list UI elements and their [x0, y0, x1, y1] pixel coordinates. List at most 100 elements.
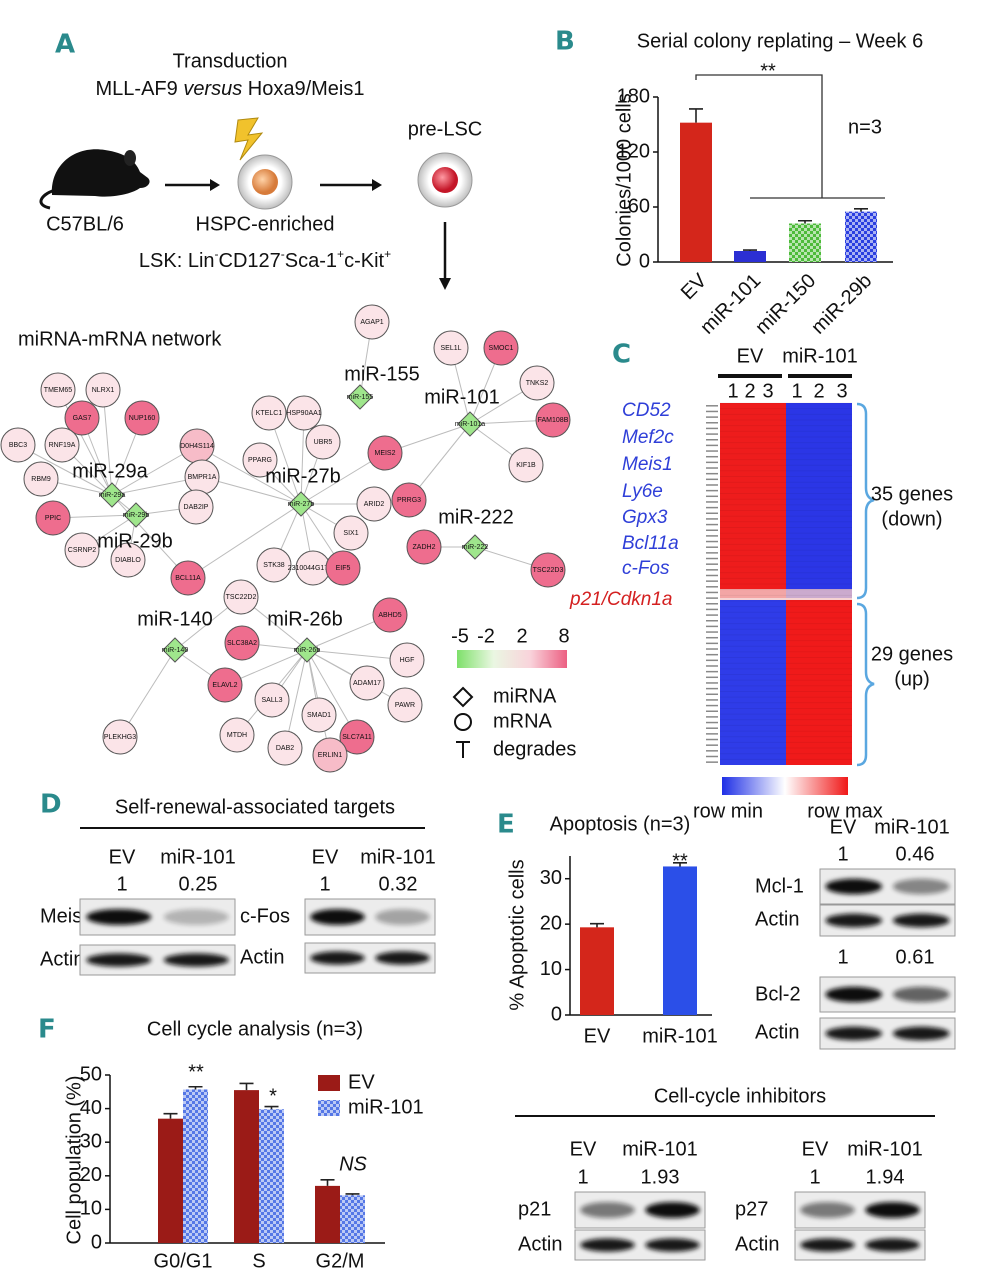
mrna-label: HGF [400, 657, 415, 664]
mrna-label: ERLIN1 [318, 752, 343, 759]
bar [734, 251, 766, 262]
mirna-name: miR-26b [267, 608, 343, 630]
x-tick-label: G0/G1 [154, 1250, 213, 1272]
y-tick-label: 0 [551, 1003, 562, 1025]
blot-band [825, 878, 883, 895]
mirna-name: miR-140 [137, 608, 213, 630]
error-bar [854, 208, 868, 212]
legend-tick: 2 [516, 625, 527, 647]
ratio-label: 1 [319, 873, 330, 895]
mrna-node [0, 427, 36, 463]
mirna-node [294, 637, 320, 663]
mrna-label: KTELC1 [256, 410, 283, 417]
blot-band [645, 1238, 700, 1252]
arrow-head [372, 179, 382, 191]
mrna-label: NLRX1 [92, 387, 115, 394]
mrna-label: ARID2 [364, 501, 385, 508]
panel-label: B [555, 27, 575, 57]
mirna-name: miR-29b [97, 530, 173, 552]
y-tick-label: 10 [80, 1198, 102, 1220]
column-label: EV [737, 345, 764, 367]
ratio-label: 0.46 [896, 843, 935, 865]
error-bar [798, 219, 812, 224]
error-bar [239, 1082, 254, 1091]
mouse-icon [39, 149, 150, 210]
mrna-node [251, 395, 287, 431]
mrna-label: PPIC [45, 515, 61, 522]
mrna-label: SMAD1 [307, 712, 331, 719]
mrna-node [124, 400, 160, 436]
significance-bracket [695, 74, 885, 199]
error-bar [264, 1105, 279, 1110]
mrna-label: EIF5 [336, 565, 351, 572]
mrna-label: 2310044G17Rik [288, 565, 339, 572]
replicate-label: 3 [836, 380, 847, 402]
replicate-label: 1 [727, 380, 738, 402]
mirna-node-label: miR-140 [162, 647, 189, 654]
cell [252, 169, 278, 195]
mrna-label: BCL11A [175, 575, 201, 582]
x-tick-label: miR-150 [751, 270, 820, 339]
y-tick-label: 0 [639, 250, 650, 272]
bar [259, 1109, 284, 1243]
mrna-label: TMEM65 [44, 387, 73, 394]
lane-label: EV [830, 816, 857, 838]
protein-label: Actin [240, 946, 284, 968]
mrna-label: CSRNP2 [68, 547, 97, 554]
mrna-node [508, 447, 544, 483]
lane-label: miR-101 [360, 846, 436, 868]
annotation: ** [760, 60, 776, 82]
mrna-node [170, 560, 206, 596]
mrna-label: DAB2 [276, 745, 294, 752]
chart-title: Apoptosis (n=3) [550, 813, 691, 835]
gene-label: p21/Cdkn1a [569, 589, 672, 610]
bar [680, 122, 712, 263]
mrna-label: RBM9 [31, 476, 51, 483]
mrna-node [339, 719, 375, 755]
lane-label: miR-101 [160, 846, 236, 868]
x-tick-label: miR-101 [642, 1025, 718, 1047]
lane-label: EV [312, 846, 339, 868]
scheme-text: pre-LSC [408, 118, 482, 140]
mrna-node [286, 395, 322, 431]
mrna-node [387, 687, 423, 723]
blot-band [865, 1202, 920, 1218]
ratio-label: 1.93 [641, 1166, 680, 1188]
text-part: CD127 [219, 250, 281, 272]
mrna-node [207, 667, 243, 703]
mrna-node [389, 642, 425, 678]
bar [315, 1185, 340, 1243]
bar [845, 211, 877, 262]
legend-tick: 8 [558, 625, 569, 647]
mrna-node [356, 486, 392, 522]
annotation: n=3 [848, 116, 882, 138]
text-part: Hoxa9/Meis1 [242, 78, 364, 100]
replicate-label: 1 [791, 380, 802, 402]
scheme-text: MLL-AF9 versus Hoxa9/Meis1 [96, 78, 365, 100]
blot-band [825, 1026, 883, 1041]
mrna-label: FAM108B [538, 417, 569, 424]
blot-band [892, 1026, 950, 1041]
y-tick-label: 120 [617, 140, 650, 162]
mrna-label: KIF1B [516, 462, 536, 469]
annotation: ** [188, 1061, 204, 1083]
mrna-label: SEL1L [440, 345, 461, 352]
blot-band [800, 1202, 855, 1218]
blot-band [163, 909, 229, 925]
y-tick-label: 40 [80, 1097, 102, 1119]
mrna-node [354, 304, 390, 340]
text-part: Sca-1 [285, 250, 337, 272]
group-note: 35 genes [871, 483, 953, 505]
error-bar [743, 249, 757, 251]
legend-circle [454, 713, 472, 731]
text-part: - [215, 247, 219, 261]
arrow-head [210, 179, 220, 191]
mrna-label: TSC22D3 [533, 567, 564, 574]
mrna-label: TNKS2 [526, 380, 549, 387]
scheme-text: HSPC-enriched [196, 213, 335, 235]
x-tick-label: miR-101 [696, 270, 765, 339]
group-note: (down) [881, 508, 942, 530]
mirna-name: miR-27b [265, 465, 341, 487]
mirna-name: miR-101 [424, 386, 500, 408]
